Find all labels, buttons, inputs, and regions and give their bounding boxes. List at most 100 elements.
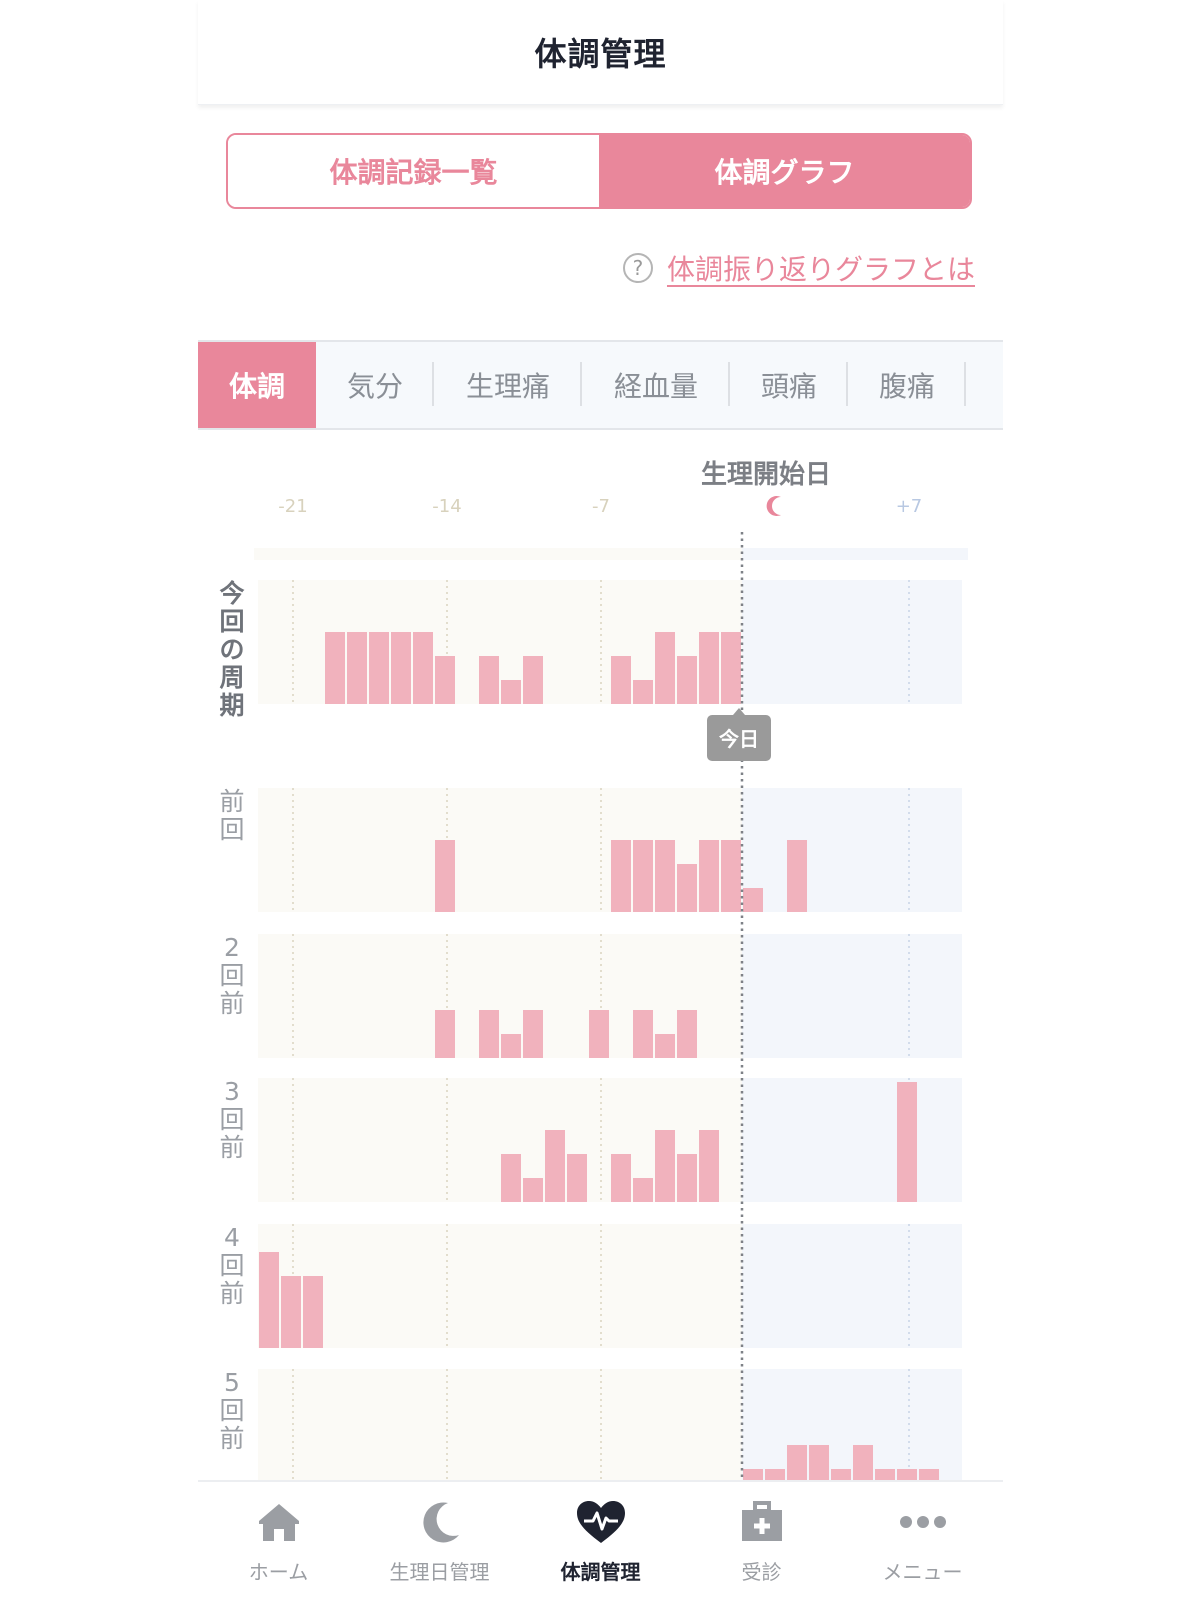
condition-bar xyxy=(611,656,631,704)
graph-help-link[interactable]: ? 体調振り返りグラフとは xyxy=(622,248,975,288)
category-tab-mood[interactable]: 気分 xyxy=(316,342,434,428)
condition-bar xyxy=(677,1154,697,1202)
condition-bar xyxy=(391,632,411,704)
condition-bar xyxy=(721,632,741,704)
category-tab-headache[interactable]: 頭痛 xyxy=(730,342,848,428)
row-bg-before xyxy=(258,1369,742,1480)
condition-bar xyxy=(611,1154,631,1202)
condition-bar xyxy=(633,840,653,912)
category-tab-flow[interactable]: 経血量 xyxy=(582,342,730,428)
condition-bar xyxy=(259,1252,279,1348)
nav-clinic-label: 受診 xyxy=(741,1560,782,1584)
condition-bar xyxy=(501,1034,521,1058)
nav-menu[interactable]: メニュー xyxy=(842,1482,1003,1600)
condition-bar xyxy=(655,1130,675,1202)
condition-bar xyxy=(281,1276,301,1348)
condition-bar xyxy=(765,1469,785,1480)
row-bg-after xyxy=(742,1078,962,1202)
category-tab-stomachache[interactable]: 腹痛 xyxy=(848,342,966,428)
more-dots-icon xyxy=(895,1496,951,1548)
app-screen: 体調管理 体調記録一覧 体調グラフ ? 体調振り返りグラフとは 体調 気分 生理… xyxy=(198,0,1003,1600)
condition-bar xyxy=(699,1130,719,1202)
condition-bar xyxy=(655,840,675,912)
condition-bar xyxy=(347,632,367,704)
condition-bar xyxy=(501,1154,521,1202)
tab-graph[interactable]: 体調グラフ xyxy=(599,135,970,207)
category-tab-cramps[interactable]: 生理痛 xyxy=(434,342,582,428)
condition-bar xyxy=(435,1010,455,1058)
category-tab-condition[interactable]: 体調 xyxy=(198,342,316,428)
row-bg-after xyxy=(742,580,962,704)
condition-bar xyxy=(325,632,345,704)
timeline-strip-before xyxy=(254,548,742,560)
row-bg-after xyxy=(742,934,962,1058)
row-bg-before xyxy=(258,1224,742,1348)
condition-bar xyxy=(853,1445,873,1480)
condition-bar xyxy=(677,864,697,912)
tab-record-list[interactable]: 体調記録一覧 xyxy=(228,135,599,207)
moon-icon xyxy=(412,1496,468,1548)
nav-condition[interactable]: 体調管理 xyxy=(520,1482,681,1600)
condition-bar xyxy=(523,1010,543,1058)
nav-period-label: 生理日管理 xyxy=(389,1560,490,1584)
period-start-label: 生理開始日 xyxy=(701,460,831,490)
condition-bar xyxy=(787,840,807,912)
header: 体調管理 xyxy=(198,0,1003,105)
condition-bar xyxy=(721,840,741,912)
category-tabs: 体調 気分 生理痛 経血量 頭痛 腹痛 xyxy=(198,340,1003,430)
today-label: 今日 xyxy=(719,727,759,751)
cycle-row: 今回の周期 xyxy=(219,579,962,720)
nav-condition-label: 体調管理 xyxy=(560,1560,641,1584)
x-tick-label: -21 xyxy=(278,496,307,517)
x-tick-label: -14 xyxy=(432,496,461,517)
condition-bar xyxy=(897,1082,917,1202)
question-circle-icon: ? xyxy=(622,253,653,283)
graph-help-text[interactable]: 体調振り返りグラフとは xyxy=(666,253,975,286)
nav-home-label: ホーム xyxy=(248,1560,309,1584)
condition-bar xyxy=(303,1276,323,1348)
cycle-row: 2 回前 xyxy=(219,933,962,1058)
condition-bar xyxy=(501,680,521,704)
condition-bar xyxy=(743,1469,763,1480)
condition-bar xyxy=(655,632,675,704)
nav-period[interactable]: 生理日管理 xyxy=(359,1482,520,1600)
moon-icon xyxy=(766,496,781,516)
condition-bar xyxy=(809,1445,829,1480)
row-label: 3 回前 xyxy=(219,1077,244,1162)
condition-bar xyxy=(523,656,543,704)
condition-bar xyxy=(831,1469,851,1480)
condition-bar xyxy=(743,888,763,912)
condition-bar xyxy=(633,1178,653,1202)
x-tick-label: +7 xyxy=(896,496,923,517)
condition-bar xyxy=(545,1130,565,1202)
condition-bar xyxy=(567,1154,587,1202)
nav-home[interactable]: ホーム xyxy=(198,1482,359,1600)
home-icon xyxy=(251,1496,307,1548)
condition-bar xyxy=(369,632,389,704)
condition-bar xyxy=(699,840,719,912)
cycle-row: 4 回前 xyxy=(219,1223,962,1348)
condition-bar xyxy=(919,1469,939,1480)
condition-bar xyxy=(523,1178,543,1202)
condition-bar xyxy=(611,840,631,912)
condition-bar xyxy=(699,632,719,704)
medical-kit-icon xyxy=(734,1496,790,1548)
condition-bar xyxy=(655,1034,675,1058)
row-bg-after xyxy=(742,1224,962,1348)
cycle-row: 5 回前 xyxy=(219,1368,962,1480)
heart-pulse-icon xyxy=(573,1496,629,1548)
cycle-row: 3 回前 xyxy=(219,1077,962,1202)
bottom-nav: ホーム 生理日管理 体調管理 xyxy=(198,1480,1003,1600)
condition-chart: 生理開始日 -21 -14 -7 +7 今回の周期 前回 2 回前 3 回前 4 回前 5 回前 今日 xyxy=(198,440,1003,1480)
condition-bar xyxy=(435,656,455,704)
nav-menu-label: メニュー xyxy=(882,1560,963,1584)
timeline-strip-after xyxy=(742,548,968,560)
condition-bar xyxy=(787,1445,807,1480)
condition-bar xyxy=(413,632,433,704)
condition-bar xyxy=(633,680,653,704)
condition-bar xyxy=(897,1469,917,1480)
x-tick-label: -7 xyxy=(592,496,610,517)
view-segment-control: 体調記録一覧 体調グラフ xyxy=(226,133,972,209)
nav-clinic[interactable]: 受診 xyxy=(681,1482,842,1600)
